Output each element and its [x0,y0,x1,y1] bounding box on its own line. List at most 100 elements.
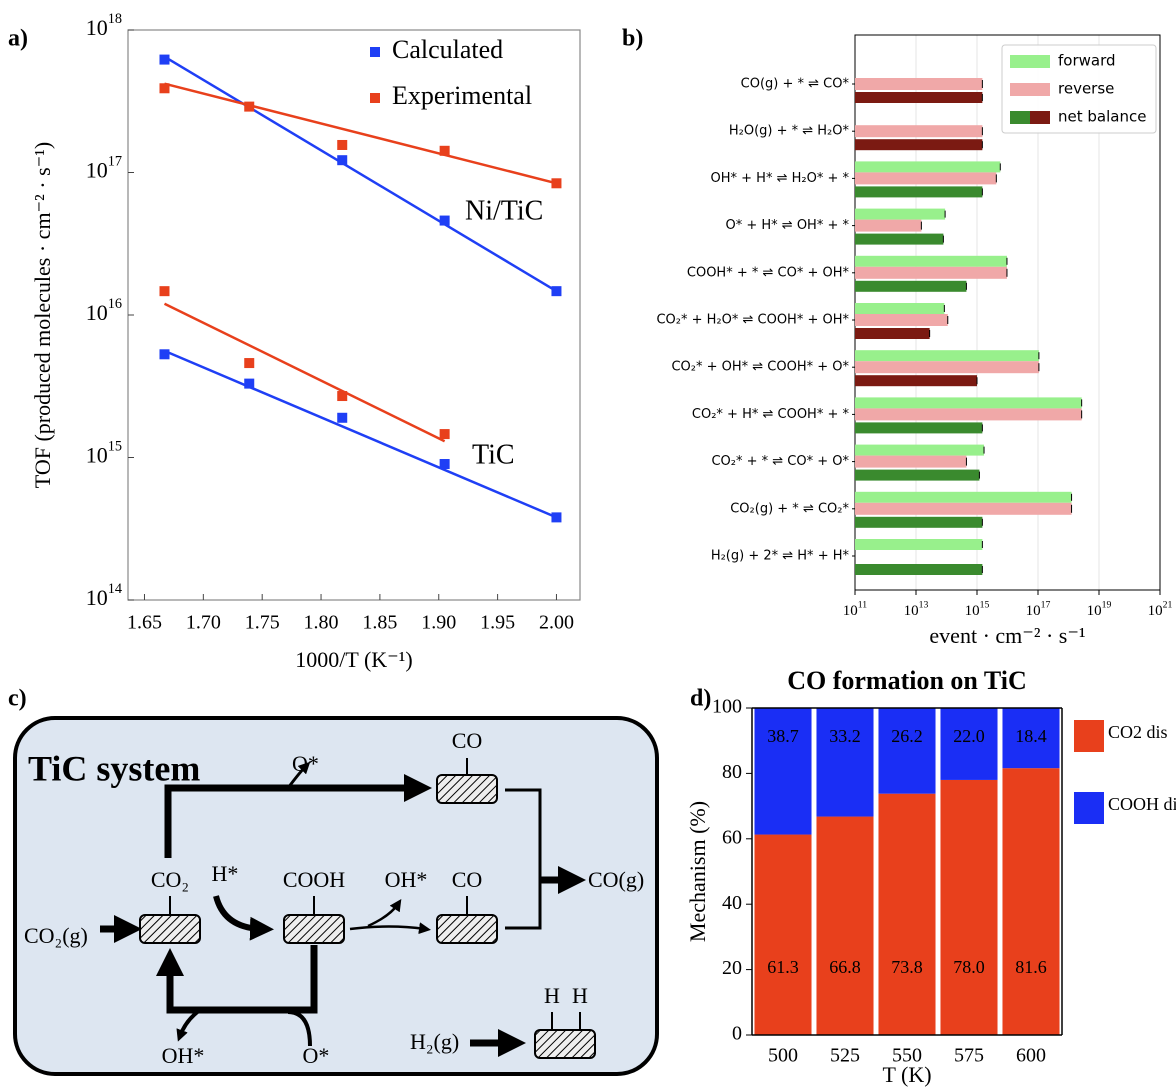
tick-exponent: 15 [108,439,122,455]
value-label: 26.2 [891,726,923,746]
chart-title: CO formation on TiC [787,666,1027,695]
tick-base: 10 [86,300,108,325]
bar [855,502,1072,515]
value-label: 78.0 [953,957,985,977]
tick-label: 80 [722,761,742,783]
data-point [551,286,562,297]
value-label: 22.0 [953,726,985,746]
species-label: O* [303,1043,330,1068]
tick-label: 1.80 [304,612,339,634]
bar-segment [940,779,998,1035]
bar-segment [878,793,936,1035]
value-label: 33.2 [829,726,861,746]
value-label: 66.8 [829,957,861,977]
tick-exponent: 17 [1041,599,1051,610]
bar-segment [1002,768,1060,1035]
bar [855,186,983,198]
legend-swatch [1010,55,1050,68]
category-label: CO(g) + * ⇌ CO* [741,77,850,92]
annotation: Ni/TiC [465,195,543,226]
surface [139,914,201,944]
bar-segment [940,708,998,780]
tick-label: 1.85 [362,612,397,634]
bar [855,539,983,550]
bar [855,328,930,339]
species-label: CO [452,728,483,753]
category-label: CO₂* + H₂O* ⇌ COOH* + OH* [656,313,849,328]
tick-label: 1.95 [480,612,515,634]
panel-label: b) [622,26,643,52]
bar [855,408,1082,421]
surface [436,774,498,804]
tick-label: 1015 [86,439,122,468]
tick-label: 1013 [904,599,929,619]
panel-label: c) [8,686,27,712]
tick-label: 100 [712,696,742,718]
species-label: COOH [283,867,345,892]
tick-label: 0 [732,1023,742,1045]
x-tick-label: 575 [954,1045,984,1067]
diagram-box [13,716,659,1076]
data-point [244,358,255,369]
tick-label: 1016 [86,296,122,325]
fit-line [163,302,446,443]
data-point [337,412,348,423]
data-point [439,429,450,440]
legend-label: CO2 dis [1108,722,1168,742]
surface [534,1029,596,1059]
tick-base: 10 [86,585,108,610]
tick-exponent: 13 [919,599,929,610]
legend-label: Calculated [392,35,503,64]
legend-swatch [370,93,380,103]
x-tick-label: 600 [1016,1045,1046,1067]
species-label: OH* [162,1043,205,1068]
annotation: TiC [472,439,515,470]
bar [855,361,1039,374]
bar [855,516,983,528]
x-axis-label: 1000/T (K⁻¹) [295,647,412,672]
bar-segment [754,708,812,835]
category-label: CO₂(g) + * ⇌ CO₂* [730,501,849,516]
y-axis-label: Mechanism (%) [685,801,710,942]
data-point [337,391,348,402]
data-point [439,459,450,470]
tick-exponent: 15 [980,599,990,610]
tick-base: 10 [904,603,919,619]
value-label: 81.6 [1015,957,1047,977]
category-label: H₂(g) + 2* ⇌ H* + H* [711,549,850,564]
legend-swatch [1010,83,1050,96]
species-label: H* [212,861,239,886]
legend-label: reverse [1058,80,1114,98]
plot-frame [127,29,581,601]
tick-exponent: 19 [1102,599,1112,610]
bar [855,208,946,220]
legend-swatch [1030,111,1050,124]
x-axis-label: event · cm⁻² · s⁻¹ [929,623,1085,648]
bar [855,303,945,314]
bar [855,350,1039,362]
bar [855,422,983,434]
bar [855,280,967,292]
legend-swatch [1010,111,1030,124]
species-label: H [572,983,588,1008]
bar [855,139,983,151]
x-tick-label: 525 [830,1045,860,1067]
data-point [244,101,255,112]
bar [855,469,980,481]
legend-label: forward [1058,52,1116,70]
tick-exponent: 21 [1163,599,1173,610]
data-point [159,286,170,297]
bar [855,397,1082,409]
category-label: COOH* + * ⇌ CO* + OH* [687,265,850,280]
tick-exponent: 11 [858,599,868,610]
bar [855,444,985,456]
bar [855,314,948,326]
data-point [159,83,170,94]
bar [855,161,1001,173]
surface [283,914,345,944]
tick-exponent: 16 [108,296,122,312]
bar [855,375,977,387]
data-point [337,155,348,166]
bar [855,455,967,468]
